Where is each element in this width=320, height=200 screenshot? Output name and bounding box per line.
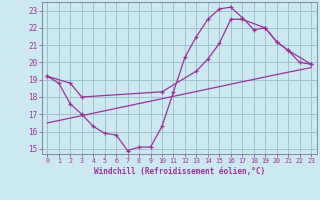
- X-axis label: Windchill (Refroidissement éolien,°C): Windchill (Refroidissement éolien,°C): [94, 167, 265, 176]
